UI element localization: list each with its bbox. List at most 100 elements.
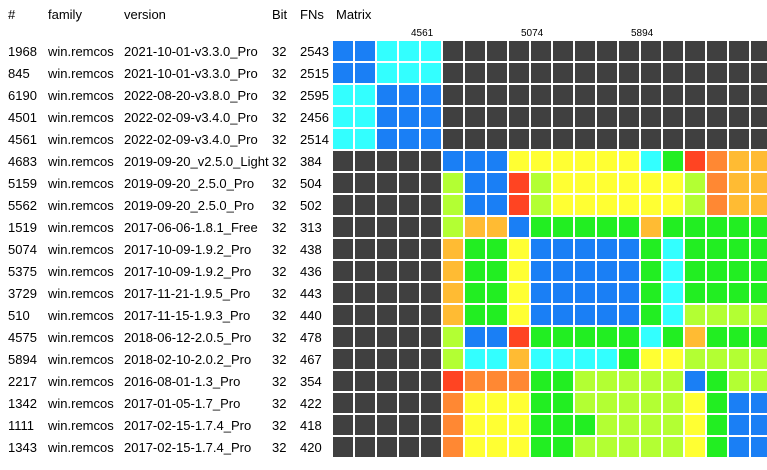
matrix-cell[interactable] [751,349,767,369]
matrix-cell[interactable] [531,349,551,369]
matrix-cell[interactable] [641,393,661,413]
matrix-cell[interactable] [355,283,375,303]
matrix-cell[interactable] [707,63,727,83]
matrix-cell[interactable] [421,107,441,127]
matrix-cell[interactable] [421,261,441,281]
matrix-cell[interactable] [333,305,353,325]
matrix-cell[interactable] [509,261,529,281]
matrix-cell[interactable] [531,239,551,259]
matrix-cell[interactable] [531,129,551,149]
matrix-cell[interactable] [421,85,441,105]
matrix-cell[interactable] [531,195,551,215]
matrix-cell[interactable] [575,415,595,435]
matrix-cell[interactable] [751,283,767,303]
matrix-cell[interactable] [751,393,767,413]
matrix-cell[interactable] [509,217,529,237]
matrix-cell[interactable] [355,261,375,281]
matrix-cell[interactable] [641,107,661,127]
matrix-cell[interactable] [751,327,767,347]
matrix-cell[interactable] [751,129,767,149]
matrix-cell[interactable] [663,415,683,435]
matrix-cell[interactable] [333,107,353,127]
matrix-cell[interactable] [597,217,617,237]
matrix-cell[interactable] [575,371,595,391]
matrix-cell[interactable] [663,107,683,127]
matrix-cell[interactable] [333,85,353,105]
matrix-cell[interactable] [333,371,353,391]
matrix-cell[interactable] [707,349,727,369]
matrix-cell[interactable] [421,415,441,435]
matrix-cell[interactable] [509,393,529,413]
matrix-cell[interactable] [685,107,705,127]
matrix-cell[interactable] [597,41,617,61]
matrix-cell[interactable] [575,151,595,171]
matrix-cell[interactable] [553,239,573,259]
matrix-cell[interactable] [685,283,705,303]
matrix-cell[interactable] [443,437,463,457]
matrix-cell[interactable] [553,437,573,457]
matrix-cell[interactable] [619,41,639,61]
matrix-cell[interactable] [641,173,661,193]
matrix-cell[interactable] [751,85,767,105]
matrix-cell[interactable] [729,107,749,127]
matrix-cell[interactable] [553,415,573,435]
table-row[interactable]: 2217 win.remcos 2016-08-01-1.3_Pro 32 354 [0,371,767,393]
matrix-cell[interactable] [421,195,441,215]
matrix-cell[interactable] [487,173,507,193]
matrix-cell[interactable] [355,195,375,215]
matrix-cell[interactable] [531,415,551,435]
matrix-cell[interactable] [751,217,767,237]
matrix-cell[interactable] [685,85,705,105]
matrix-cell[interactable] [685,217,705,237]
matrix-cell[interactable] [619,393,639,413]
matrix-cell[interactable] [597,261,617,281]
matrix-cell[interactable] [729,415,749,435]
matrix-cell[interactable] [597,393,617,413]
matrix-cell[interactable] [641,217,661,237]
matrix-cell[interactable] [619,63,639,83]
matrix-cell[interactable] [531,393,551,413]
matrix-cell[interactable] [421,393,441,413]
matrix-cell[interactable] [641,261,661,281]
matrix-cell[interactable] [487,327,507,347]
matrix-cell[interactable] [641,239,661,259]
matrix-cell[interactable] [597,371,617,391]
matrix-cell[interactable] [729,239,749,259]
matrix-cell[interactable] [333,393,353,413]
table-row[interactable]: 1968 win.remcos 2021-10-01-v3.3.0_Pro 32 254… [0,41,767,63]
matrix-cell[interactable] [663,41,683,61]
matrix-cell[interactable] [663,63,683,83]
matrix-cell[interactable] [465,173,485,193]
matrix-cell[interactable] [685,305,705,325]
matrix-cell[interactable] [465,261,485,281]
matrix-cell[interactable] [377,41,397,61]
matrix-cell[interactable] [597,195,617,215]
matrix-cell[interactable] [641,327,661,347]
table-row[interactable]: 4561 win.remcos 2022-02-09-v3.4.0_Pro 32 251… [0,129,767,151]
table-row[interactable]: 4683 win.remcos 2019-09-20_v2.5.0_Light 32 3… [0,151,767,173]
matrix-cell[interactable] [399,437,419,457]
matrix-cell[interactable] [487,393,507,413]
matrix-cell[interactable] [751,415,767,435]
matrix-cell[interactable] [597,173,617,193]
matrix-cell[interactable] [531,151,551,171]
matrix-cell[interactable] [355,349,375,369]
matrix-cell[interactable] [421,129,441,149]
matrix-cell[interactable] [333,151,353,171]
matrix-cell[interactable] [575,173,595,193]
matrix-cell[interactable] [707,261,727,281]
matrix-cell[interactable] [465,283,485,303]
matrix-cell[interactable] [729,349,749,369]
matrix-cell[interactable] [619,283,639,303]
matrix-cell[interactable] [487,217,507,237]
matrix-cell[interactable] [685,261,705,281]
matrix-cell[interactable] [663,349,683,369]
matrix-cell[interactable] [729,151,749,171]
matrix-cell[interactable] [399,217,419,237]
matrix-cell[interactable] [751,107,767,127]
matrix-cell[interactable] [421,371,441,391]
matrix-cell[interactable] [729,305,749,325]
matrix-cell[interactable] [509,107,529,127]
matrix-cell[interactable] [729,217,749,237]
matrix-cell[interactable] [597,327,617,347]
